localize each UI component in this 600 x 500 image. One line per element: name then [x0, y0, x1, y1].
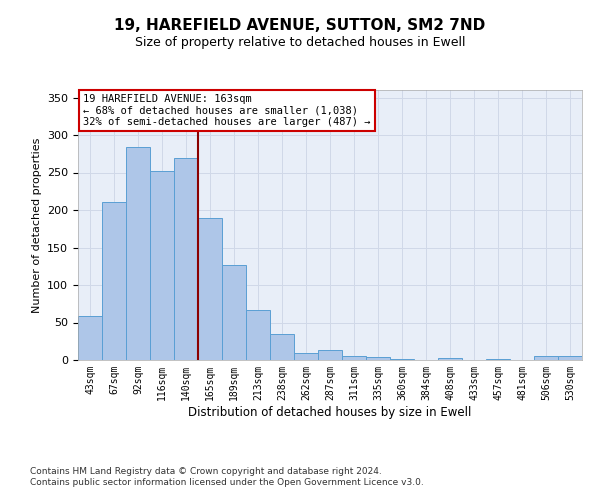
Bar [270, 334, 294, 360]
Bar [318, 350, 342, 360]
Text: Size of property relative to detached houses in Ewell: Size of property relative to detached ho… [135, 36, 465, 49]
Bar [102, 202, 126, 360]
Text: 19, HAREFIELD AVENUE, SUTTON, SM2 7ND: 19, HAREFIELD AVENUE, SUTTON, SM2 7ND [115, 18, 485, 32]
X-axis label: Distribution of detached houses by size in Ewell: Distribution of detached houses by size … [188, 406, 472, 418]
Text: 19 HAREFIELD AVENUE: 163sqm
← 68% of detached houses are smaller (1,038)
32% of : 19 HAREFIELD AVENUE: 163sqm ← 68% of det… [83, 94, 371, 127]
Bar [438, 358, 462, 360]
Bar [198, 218, 222, 360]
Text: Contains HM Land Registry data © Crown copyright and database right 2024.: Contains HM Land Registry data © Crown c… [30, 467, 382, 476]
Bar [150, 171, 174, 360]
Bar [486, 359, 510, 360]
Bar [246, 310, 270, 360]
Bar [294, 352, 318, 360]
Bar [78, 316, 102, 360]
Y-axis label: Number of detached properties: Number of detached properties [32, 138, 41, 312]
Bar [126, 147, 150, 360]
Bar [534, 356, 558, 360]
Bar [222, 265, 246, 360]
Bar [174, 158, 198, 360]
Bar [342, 356, 366, 360]
Bar [558, 356, 582, 360]
Bar [366, 357, 390, 360]
Text: Contains public sector information licensed under the Open Government Licence v3: Contains public sector information licen… [30, 478, 424, 487]
Bar [390, 359, 414, 360]
